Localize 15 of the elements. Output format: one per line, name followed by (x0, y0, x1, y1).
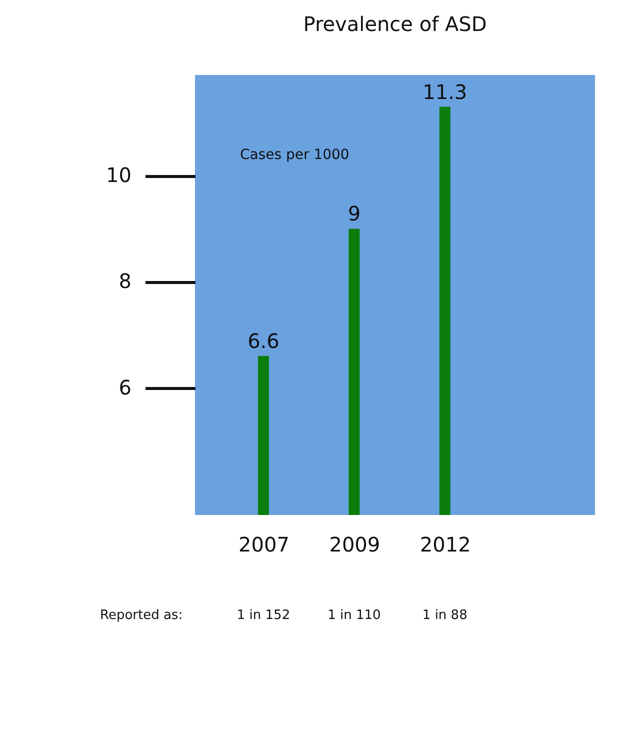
chart-title: Prevalence of ASD (303, 12, 487, 36)
y-tick-label: 8 (118, 269, 132, 294)
text: Reported as: (100, 608, 183, 623)
data-label: 6.6 (248, 328, 280, 353)
x-tick-label: 2007 (238, 532, 290, 556)
x-tick-label: 2012 (420, 532, 471, 556)
text: 1 in 152 (236, 608, 290, 623)
y-tick-label: 10 (106, 163, 132, 188)
data-label: 9 (348, 202, 361, 226)
text: 1 in 88 (422, 608, 468, 623)
y-axis-title: Cases per 1000 (240, 147, 350, 163)
data-label: 11.3 (422, 80, 468, 104)
text: 1 in 110 (328, 608, 381, 623)
x-tick-label: 2009 (329, 532, 380, 556)
y-tick-label: 6 (118, 375, 132, 400)
